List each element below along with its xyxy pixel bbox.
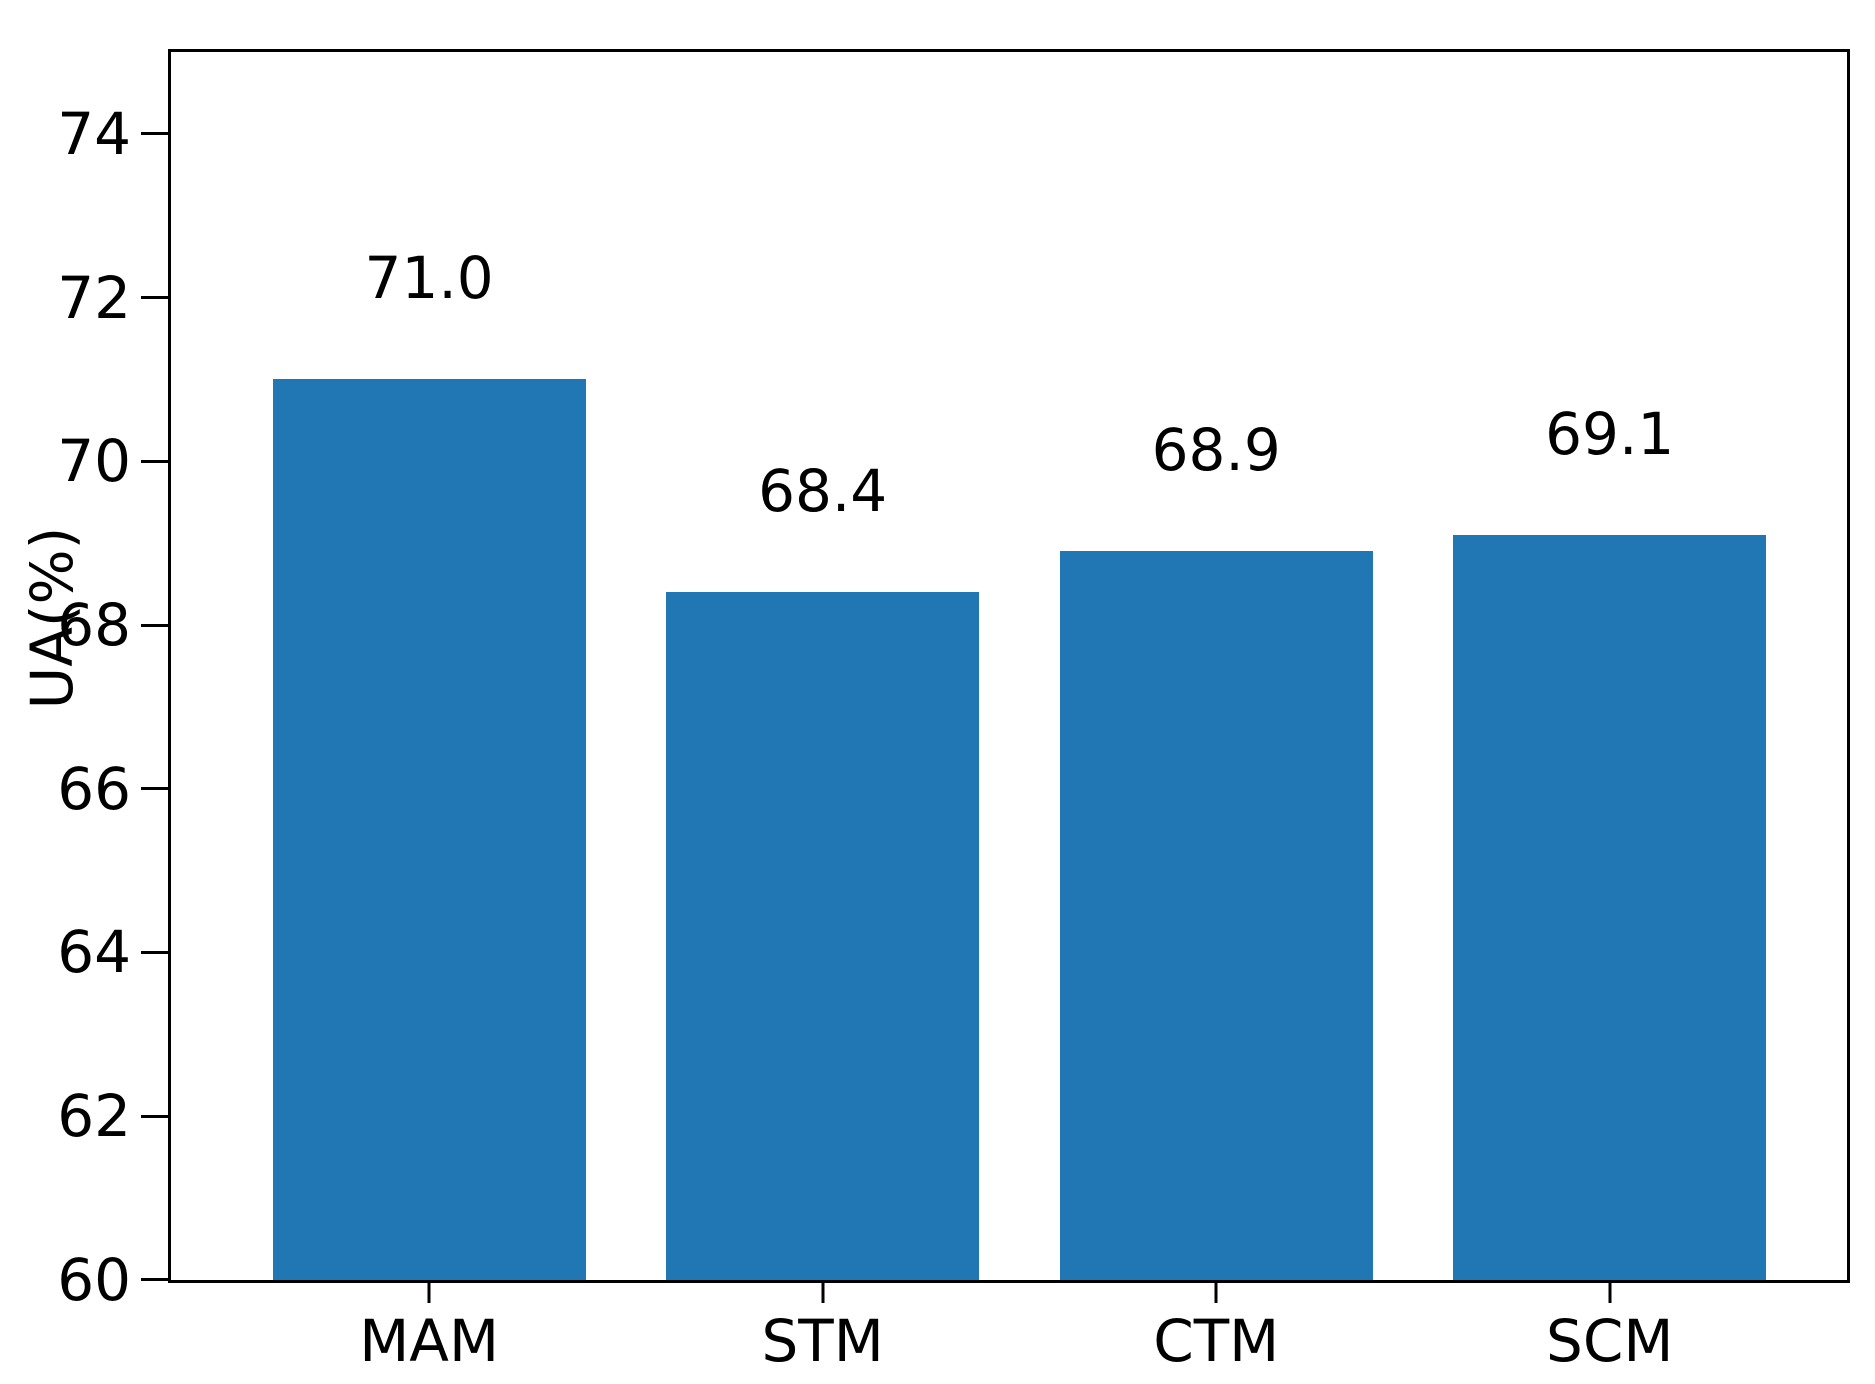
bar-value-label: 71.0 <box>364 244 494 313</box>
y-tick-mark <box>141 296 168 300</box>
y-tick-mark <box>141 132 168 136</box>
bar-mam <box>272 379 586 1280</box>
bar-ctm <box>1059 551 1373 1280</box>
y-tick-label: 60 <box>57 1245 131 1314</box>
x-tick-mark <box>1214 1282 1218 1303</box>
x-tick-mark <box>1608 1282 1612 1303</box>
y-tick-mark <box>141 623 168 627</box>
plot-area: 60 62 64 66 68 70 72 74 71.0 MAM 68.4 STM 68.9 CTM 69.… <box>57 48 1851 1370</box>
y-tick-label: 72 <box>57 263 131 332</box>
x-tick-mark <box>427 1282 431 1303</box>
y-tick-mark <box>141 1114 168 1118</box>
x-tick-label-mam: MAM <box>359 1306 499 1375</box>
bar-value-label: 68.9 <box>1151 416 1281 485</box>
y-tick-mark <box>141 787 168 791</box>
x-tick-mark <box>821 1282 825 1303</box>
x-tick-label-scm: SCM <box>1546 1306 1674 1375</box>
y-tick-mark <box>141 950 168 954</box>
y-tick-label: 66 <box>57 754 131 823</box>
bar-scm <box>1453 535 1767 1280</box>
y-tick-mark <box>141 1278 168 1282</box>
x-tick-label-stm: STM <box>761 1306 884 1375</box>
bar-value-label: 68.4 <box>758 457 888 526</box>
bar-stm <box>666 592 980 1280</box>
y-tick-label: 68 <box>57 591 131 660</box>
bar-value-label: 69.1 <box>1545 400 1675 468</box>
x-tick-label-ctm: CTM <box>1153 1306 1280 1375</box>
y-tick-mark <box>141 459 168 463</box>
y-tick-label: 64 <box>57 918 131 987</box>
y-tick-label: 74 <box>57 99 131 168</box>
y-tick-label: 62 <box>57 1082 131 1151</box>
y-tick-label: 70 <box>57 427 131 496</box>
